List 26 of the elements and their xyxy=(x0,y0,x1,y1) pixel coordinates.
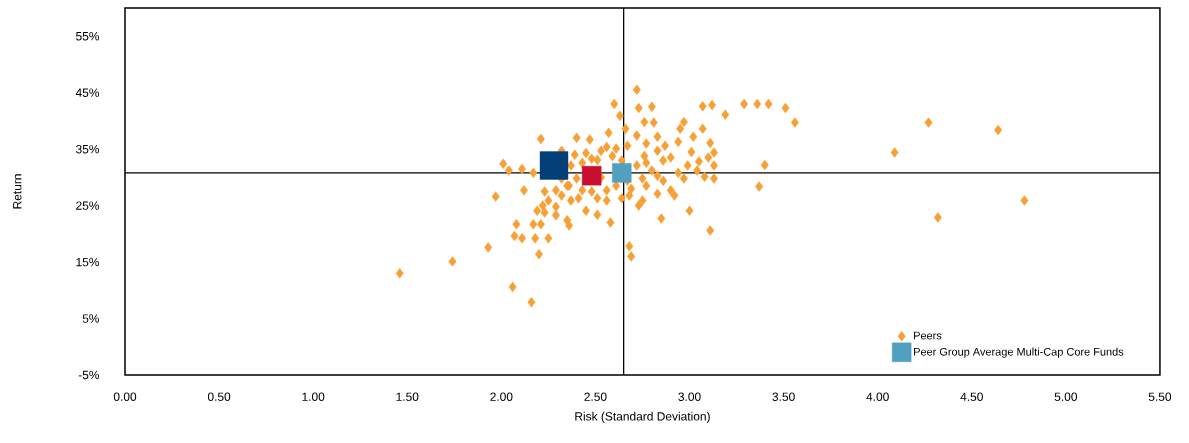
x-tick-label: 3.50 xyxy=(772,392,795,401)
x-tick-label: 4.50 xyxy=(960,392,983,401)
x-tick-label: 5.50 xyxy=(1148,392,1172,401)
x-tick-label: 2.00 xyxy=(490,392,513,401)
x-tick-label: 5.00 xyxy=(1054,392,1078,401)
x-tick-label: 0.50 xyxy=(207,392,231,401)
y-tick-label: 25% xyxy=(76,201,100,210)
x-tick-label: 4.00 xyxy=(866,392,889,401)
point xyxy=(612,163,632,183)
y-tick-label: 45% xyxy=(75,88,100,97)
y-tick-label: 15% xyxy=(76,257,100,267)
point xyxy=(539,151,569,180)
x-tick-label: 3.00 xyxy=(678,392,701,401)
y-axis-title: Return xyxy=(13,174,22,209)
y-tick-label: 35% xyxy=(76,144,100,154)
legend-label: Peers xyxy=(914,331,942,340)
y-tick-label: -5% xyxy=(78,370,100,380)
y-tick-label: 5% xyxy=(82,314,100,323)
point xyxy=(581,165,602,186)
x-axis-title: Risk (Standard Deviation) xyxy=(575,411,710,423)
y-tick-label: 55% xyxy=(76,32,100,41)
x-tick-label: 1.50 xyxy=(396,392,419,401)
x-tick-label: 2.50 xyxy=(584,392,607,401)
legend-label: Peer Group Average Multi-Cap Core Funds xyxy=(914,347,1124,358)
x-tick-label: 1.00 xyxy=(302,392,325,401)
x-tick-label: 0.00 xyxy=(113,392,137,401)
